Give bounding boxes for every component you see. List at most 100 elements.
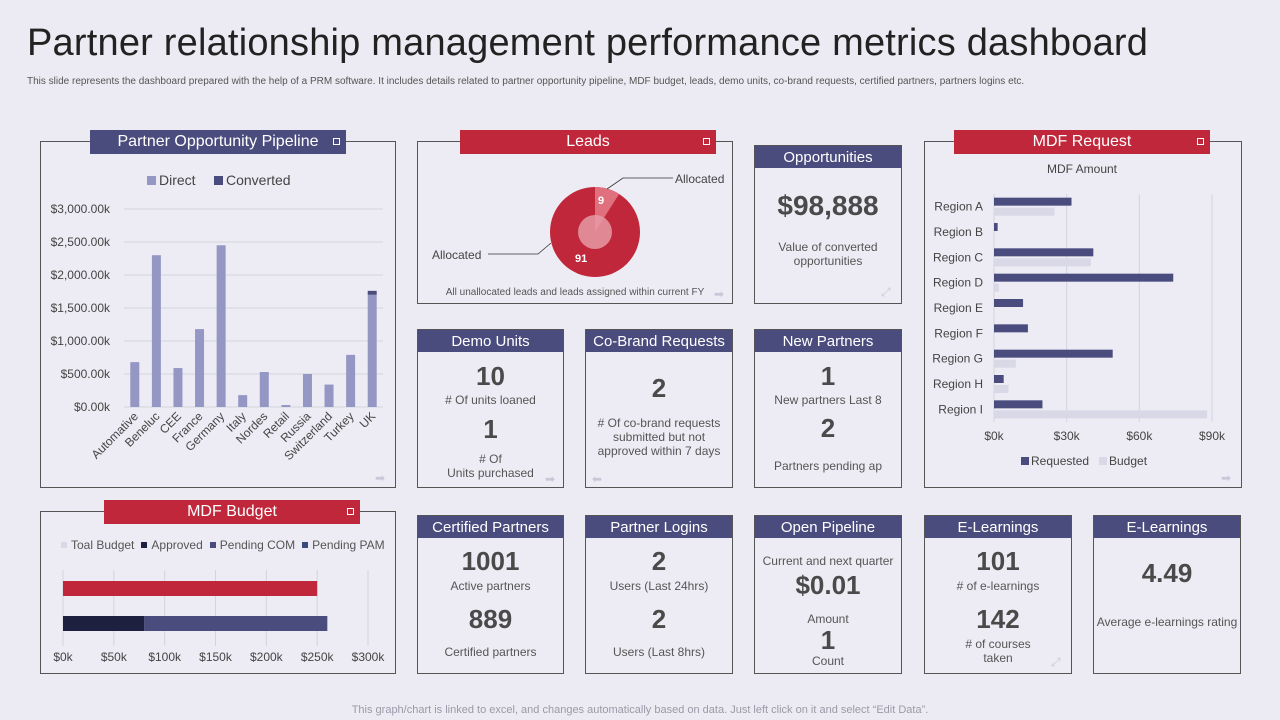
bar-pending-com[interactable] [144, 616, 328, 631]
cobrand-desc-1: # Of co-brand requests [597, 416, 721, 430]
bar-budget[interactable] [994, 258, 1091, 267]
options-square-icon[interactable] [1197, 138, 1204, 145]
cobrand-panel: Co-Brand Requests 2 # Of co-brand reques… [585, 329, 733, 488]
options-square-icon[interactable] [347, 508, 354, 515]
legend-pending-com: Pending COM [209, 538, 296, 552]
y-tick-label: Region F [934, 326, 983, 340]
bar-budget[interactable] [994, 283, 999, 292]
elearn2-value: 4.49 [1141, 558, 1193, 588]
y-tick-label: $3,000.00k [51, 202, 111, 216]
legend-converted-swatch [214, 176, 223, 185]
bar-direct[interactable] [216, 245, 226, 407]
leads-panel: Allocated Allocated 9 91 All unallocated… [417, 141, 733, 304]
pipeline-chart[interactable]: $0.00k $500.00k $1,000.00k $1,500.00k $2,000… [41, 142, 395, 487]
expand-arrow-icon[interactable]: ➡ [545, 472, 556, 486]
resize-arrow-icon[interactable]: ⤢ [881, 285, 891, 299]
certified-label-2: Certified partners [444, 645, 537, 659]
bar-requested[interactable] [994, 375, 1004, 383]
legend-swatch [61, 542, 67, 548]
y-tick-label: $2,000.00k [51, 268, 111, 282]
elearn1-label-2b: taken [983, 651, 1013, 665]
y-tick-label: Region E [934, 301, 983, 315]
leads-value-large: 91 [575, 253, 587, 265]
bar-requested[interactable] [994, 197, 1072, 206]
bar-direct[interactable] [302, 374, 312, 407]
y-tick-label: Region H [933, 377, 983, 391]
mdf-budget-legend: Toal Budget Approved Pending COM Pending… [61, 538, 385, 552]
bar-direct[interactable] [195, 329, 205, 407]
bar-direct[interactable] [130, 362, 140, 407]
bar-requested[interactable] [994, 324, 1028, 333]
legend-swatch [302, 542, 309, 548]
y-tick-label: Region B [934, 225, 983, 239]
mdf-request-header: MDF Request [954, 130, 1210, 154]
expand-arrow-icon[interactable]: ➡ [714, 287, 725, 301]
y-tick-label: Region C [933, 250, 983, 264]
logins-label-1: Users (Last 24hrs) [609, 579, 709, 593]
new-partners-value-1: 1 [820, 361, 836, 391]
pipeline-panel: $0.00k $500.00k $1,000.00k $1,500.00k $2,000… [40, 141, 396, 488]
demo-units-value-1: 10 [476, 361, 505, 391]
mdf-request-chart[interactable]: MDF Amount Region A Region B Region C Regio… [925, 142, 1241, 487]
bar-budget[interactable] [994, 359, 1016, 368]
certified-label-1: Active partners [450, 579, 531, 593]
page-subtitle: This slide represents the dashboard prep… [27, 76, 1025, 87]
bar-direct[interactable] [346, 354, 356, 407]
demo-units-label-2b: Units purchased [447, 466, 534, 480]
x-tick-label: $250k [301, 650, 335, 664]
leads-pie-chart[interactable]: Allocated Allocated 9 91 [418, 142, 732, 303]
open-pipeline-panel: Open Pipeline Current and next quarter $… [754, 515, 902, 674]
options-square-icon[interactable] [333, 138, 340, 145]
bar-requested[interactable] [994, 400, 1043, 409]
open-pipeline-header: Open Pipeline [755, 516, 901, 538]
bar-budget[interactable] [994, 207, 1055, 216]
bar-budget[interactable] [994, 385, 1009, 393]
bar-requested[interactable] [994, 248, 1094, 257]
legend-total-budget: Toal Budget [61, 538, 134, 552]
new-partners-value-2: 2 [820, 413, 836, 443]
bar-requested[interactable] [994, 349, 1113, 358]
y-tick-label: $1,000.00k [51, 334, 111, 348]
open-pipeline-label-2: Count [811, 654, 845, 668]
bar-approved[interactable] [63, 616, 145, 631]
bar-budget[interactable] [994, 410, 1208, 419]
legend-direct-label: Direct [159, 172, 196, 188]
demo-units-value-2: 1 [483, 414, 498, 444]
bar-direct[interactable] [281, 405, 291, 407]
y-tick-label: $0.00k [74, 400, 111, 414]
options-square-icon[interactable] [703, 138, 710, 145]
leads-note: All unallocated leads and leads assigned… [445, 287, 705, 298]
bar-direct[interactable] [173, 368, 183, 407]
bar-requested[interactable] [994, 273, 1174, 282]
bar-direct[interactable] [151, 255, 161, 407]
mdf-budget-header: MDF Budget [104, 500, 360, 524]
page-title: Partner relationship management performa… [27, 22, 1149, 64]
cobrand-desc-2: submitted but not [612, 430, 706, 444]
bar-direct[interactable] [367, 294, 377, 407]
bar-requested[interactable] [994, 223, 998, 231]
legend-direct-swatch [147, 176, 156, 185]
bar-direct[interactable] [259, 372, 269, 407]
certified-header: Certified Partners [418, 516, 563, 538]
open-pipeline-value-1: $0.01 [795, 570, 861, 600]
mdf-budget-chart[interactable]: $0k $50k $100k $150k $200k $250k $300k [41, 512, 395, 673]
y-tick-label: $2,500.00k [51, 235, 111, 249]
bar-direct[interactable] [238, 395, 248, 407]
legend-pending-com-label: Pending COM [219, 538, 296, 552]
resize-arrow-icon[interactable]: ⤢ [1051, 655, 1061, 669]
new-partners-panel: New Partners 1 New partners Last 8 2 Par… [754, 329, 902, 488]
legend-swatch [141, 542, 148, 548]
legend-pending-pam-label: Pending PAM [312, 538, 385, 552]
bar-direct[interactable] [324, 384, 334, 407]
legend-converted-label: Converted [226, 172, 291, 188]
bar-total-budget[interactable] [63, 581, 318, 596]
legend-requested-label: Requested [1031, 454, 1089, 468]
back-arrow-icon[interactable]: ⬅ [592, 472, 603, 486]
expand-arrow-icon[interactable]: ➡ [375, 471, 386, 485]
bar-requested[interactable] [994, 299, 1024, 307]
elearn2-desc: Average e-learnings rating [1096, 615, 1238, 629]
leads-leader-line-left [488, 242, 552, 255]
expand-arrow-icon[interactable]: ➡ [1221, 471, 1232, 485]
legend-pending-pam: Pending PAM [302, 538, 385, 552]
bar-converted[interactable] [367, 290, 377, 295]
